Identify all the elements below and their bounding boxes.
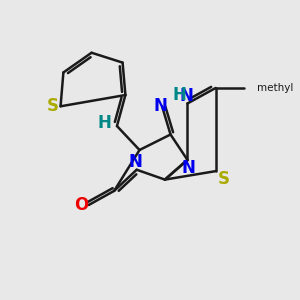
Text: N: N [179,87,193,105]
Text: O: O [74,196,88,214]
Text: H: H [97,114,111,132]
Text: S: S [47,97,59,115]
Text: methyl: methyl [256,83,293,93]
Text: N: N [154,97,168,115]
Text: S: S [218,170,230,188]
Text: H: H [172,86,186,104]
Text: N: N [128,153,142,171]
Text: N: N [182,159,196,177]
